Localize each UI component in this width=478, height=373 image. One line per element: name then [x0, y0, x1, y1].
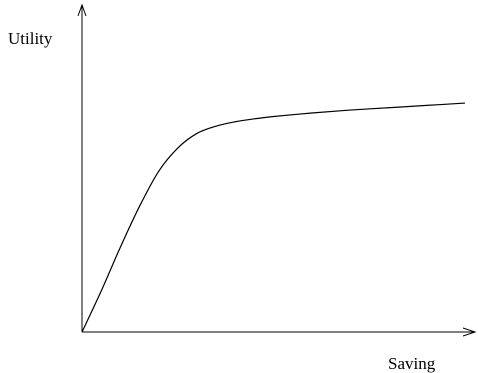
- y-axis-arrow-icon: [77, 3, 87, 17]
- utility-curve-line: [81, 102, 466, 333]
- x-axis-label: Saving: [388, 354, 436, 373]
- series-layer: [81, 102, 466, 333]
- x-axis-arrow-icon: [462, 327, 477, 337]
- y-axis-label: Utility: [8, 29, 53, 48]
